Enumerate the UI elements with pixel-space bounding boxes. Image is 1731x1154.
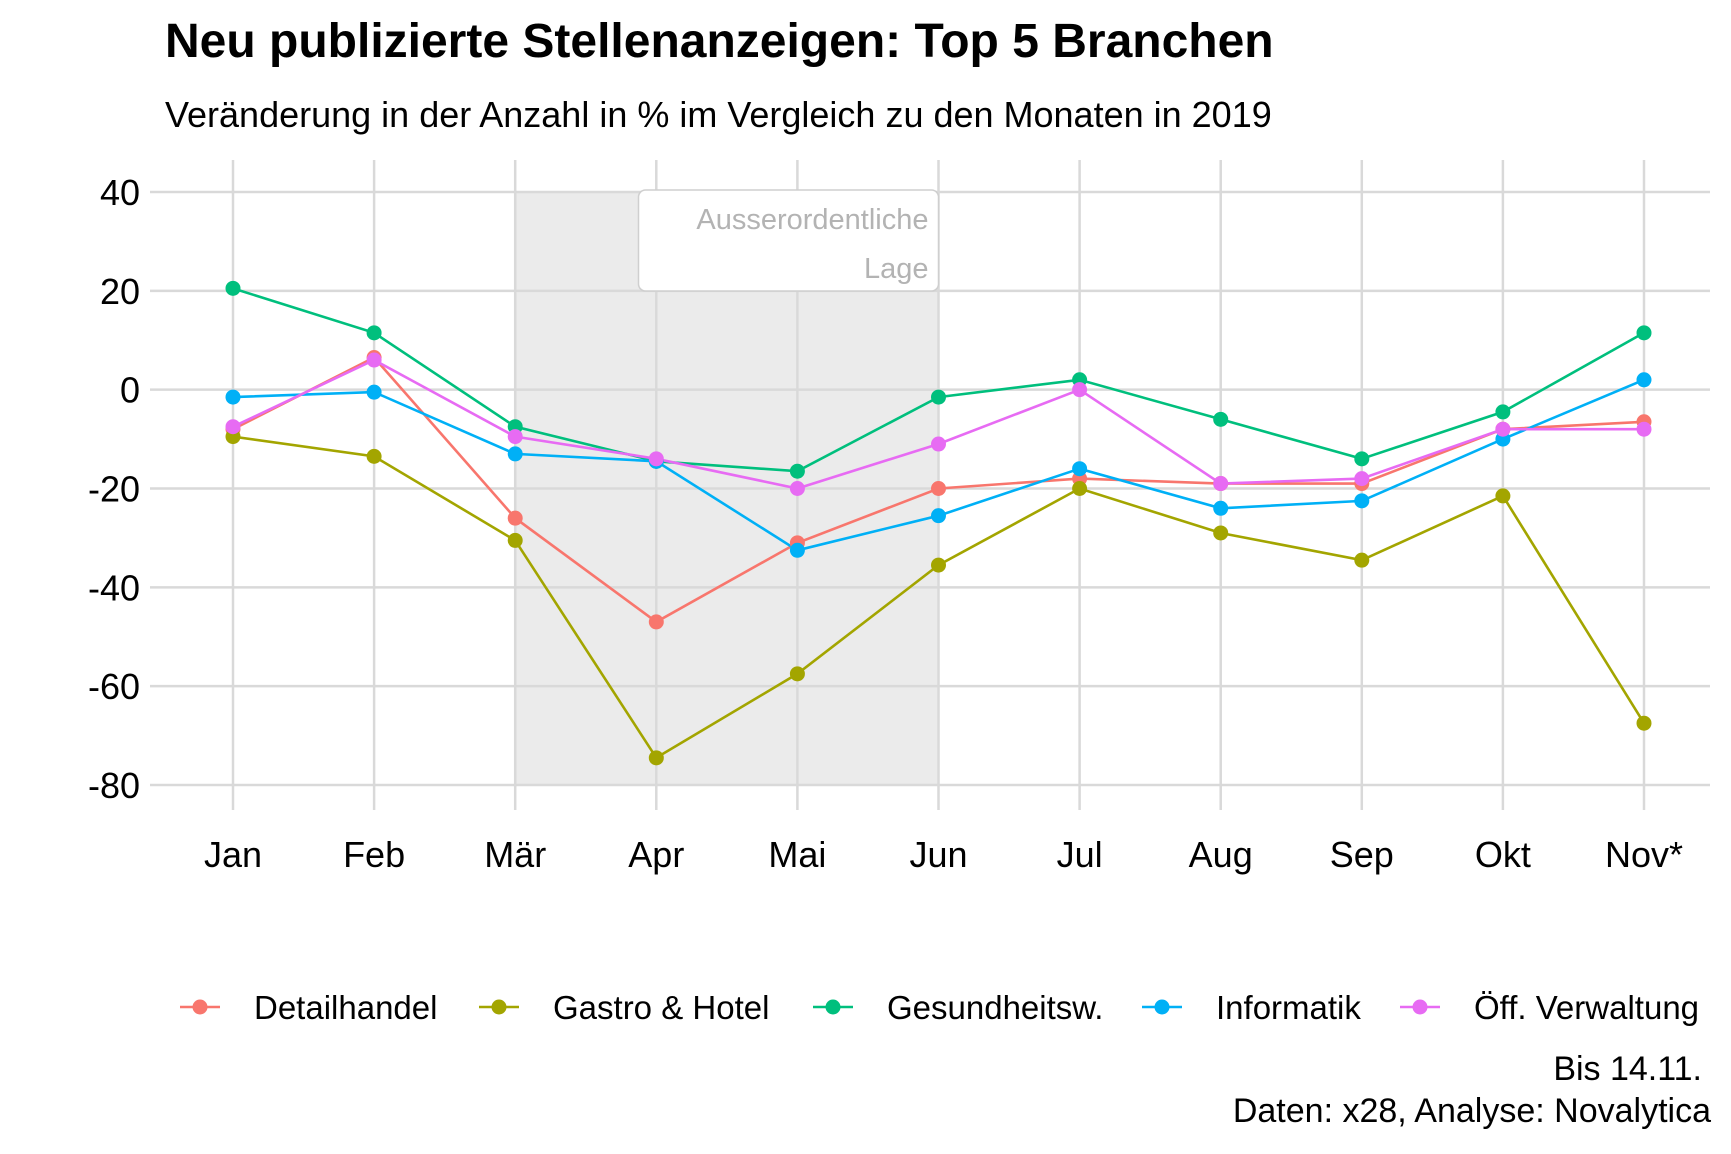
legend-key-point bbox=[491, 999, 507, 1015]
data-point bbox=[225, 389, 241, 405]
data-point bbox=[1354, 552, 1370, 568]
data-point bbox=[1213, 525, 1229, 541]
data-point bbox=[1636, 715, 1652, 731]
data-point bbox=[1354, 471, 1370, 487]
chart-title: Neu publizierte Stellenanzeigen: Top 5 B… bbox=[165, 15, 1274, 68]
x-axis: Jan Feb Mär Apr Mai Jun Jul Aug Sep Okt Nov* bbox=[204, 834, 1683, 875]
data-point bbox=[648, 750, 664, 766]
x-tick-label: Nov* bbox=[1605, 834, 1683, 875]
caption-date: Bis 14.11. bbox=[1553, 1050, 1702, 1088]
annotation-label: Ausserordentliche bbox=[696, 204, 928, 236]
data-point bbox=[1213, 476, 1229, 492]
data-point bbox=[648, 451, 664, 467]
annotation-box bbox=[637, 189, 940, 292]
legend-key-point bbox=[1154, 999, 1170, 1015]
data-point bbox=[931, 508, 946, 524]
data-point bbox=[1072, 461, 1088, 477]
data-point bbox=[1495, 421, 1511, 437]
x-tick-label: Mai bbox=[768, 834, 826, 875]
data-point bbox=[225, 419, 241, 435]
data-point bbox=[1213, 411, 1229, 427]
data-point bbox=[1213, 500, 1229, 516]
data-point bbox=[507, 532, 523, 548]
data-point bbox=[507, 446, 523, 462]
caption-source: Daten: x28, Analyse: Novalytica bbox=[1232, 1092, 1711, 1130]
data-point bbox=[507, 510, 523, 526]
legend-key-point bbox=[1412, 999, 1428, 1015]
data-point bbox=[1354, 493, 1370, 509]
x-tick-label: Sep bbox=[1330, 834, 1394, 875]
legend-label: Gesundheitsw. bbox=[887, 989, 1103, 1026]
data-point bbox=[1072, 481, 1088, 496]
y-tick-label: 40 bbox=[100, 172, 140, 213]
x-tick-label: Okt bbox=[1475, 834, 1531, 875]
annotation: Ausserordentliche Lage bbox=[637, 189, 940, 292]
data-point bbox=[789, 666, 805, 682]
data-point bbox=[789, 463, 805, 479]
y-tick-label: -80 bbox=[88, 765, 140, 806]
data-point bbox=[931, 389, 946, 405]
y-tick-label: -20 bbox=[88, 469, 140, 510]
data-point bbox=[1354, 451, 1370, 467]
legend-key-point bbox=[192, 999, 208, 1015]
legend-label: Gastro & Hotel bbox=[553, 989, 769, 1026]
data-point bbox=[1636, 421, 1652, 437]
data-point bbox=[366, 325, 382, 341]
data-point bbox=[1495, 488, 1511, 504]
x-tick-label: Apr bbox=[628, 834, 684, 875]
legend-key-point bbox=[825, 999, 841, 1015]
y-tick-label: -40 bbox=[88, 567, 140, 608]
series-points bbox=[225, 280, 1652, 766]
chart-subtitle: Veränderung in der Anzahl in % im Vergle… bbox=[165, 94, 1272, 135]
y-tick-label: -60 bbox=[88, 666, 140, 707]
x-tick-label: Jun bbox=[909, 834, 967, 875]
data-point bbox=[789, 542, 805, 558]
data-point bbox=[366, 352, 382, 368]
legend-label: Detailhandel bbox=[254, 989, 437, 1026]
y-tick-label: 0 bbox=[120, 370, 140, 411]
legend-label: Öff. Verwaltung bbox=[1474, 989, 1699, 1026]
data-point bbox=[225, 280, 241, 296]
x-tick-label: Jan bbox=[204, 834, 262, 875]
data-point bbox=[1636, 372, 1652, 388]
data-point bbox=[931, 481, 946, 496]
data-point bbox=[789, 481, 805, 496]
y-axis: 40 20 0 -20 -40 -60 -80 bbox=[88, 172, 140, 806]
x-tick-label: Mär bbox=[484, 834, 546, 875]
data-point bbox=[366, 384, 382, 400]
annotation-label: Lage bbox=[864, 253, 929, 285]
data-point bbox=[648, 614, 664, 630]
data-point bbox=[507, 429, 523, 445]
data-point bbox=[1495, 404, 1511, 420]
legend: Detailhandel Gastro & Hotel Gesundheitsw. I… bbox=[180, 989, 1699, 1026]
data-point bbox=[366, 448, 382, 464]
data-point bbox=[931, 436, 946, 452]
legend-label: Informatik bbox=[1216, 989, 1361, 1026]
x-tick-label: Feb bbox=[343, 834, 405, 875]
data-point bbox=[1636, 325, 1652, 341]
x-tick-label: Aug bbox=[1189, 834, 1253, 875]
y-tick-label: 20 bbox=[100, 271, 140, 312]
data-point bbox=[1072, 382, 1088, 398]
data-point bbox=[931, 557, 946, 573]
x-tick-label: Jul bbox=[1057, 834, 1103, 875]
